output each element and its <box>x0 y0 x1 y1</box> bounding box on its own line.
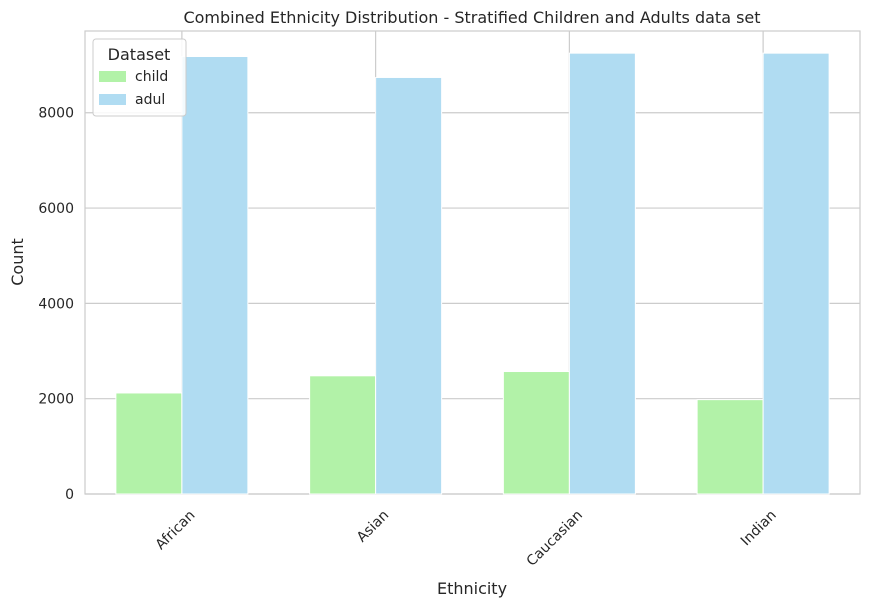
bar-child-african <box>115 392 183 495</box>
bar-adul-caucasian <box>568 52 636 495</box>
bar-child-asian <box>309 375 377 495</box>
legend-swatch-child <box>99 71 126 82</box>
legend-label-child: child <box>135 69 168 85</box>
y-tick-labels: 0 2000 4000 6000 8000 <box>38 106 74 503</box>
y-tick-label: 0 <box>65 487 74 503</box>
bar-child-caucasian <box>502 371 570 495</box>
bar-adul-african <box>181 55 249 495</box>
x-tick-label: Indian <box>738 507 780 549</box>
bar-adul-asian <box>375 76 443 495</box>
y-tick-label: 8000 <box>38 106 74 122</box>
x-tick-labels: African Asian Caucasian Indian <box>153 507 780 569</box>
x-axis-label: Ethnicity <box>437 579 507 598</box>
bar-adul-indian <box>762 52 830 495</box>
chart-title: Combined Ethnicity Distribution - Strati… <box>183 8 760 27</box>
x-tick-label: Caucasian <box>524 507 586 569</box>
bars <box>115 52 830 495</box>
bar-child-indian <box>696 399 764 495</box>
y-axis-label: Count <box>8 238 27 286</box>
x-tick-label: African <box>153 507 199 553</box>
y-tick-label: 6000 <box>38 201 74 217</box>
x-tick-label: Asian <box>354 507 392 545</box>
legend: Dataset child adul <box>92 38 187 117</box>
y-tick-label: 2000 <box>38 392 74 408</box>
legend-swatch-adul <box>99 94 126 105</box>
legend-label-adul: adul <box>135 92 165 108</box>
y-tick-label: 4000 <box>38 296 74 312</box>
legend-title: Dataset <box>108 45 171 64</box>
